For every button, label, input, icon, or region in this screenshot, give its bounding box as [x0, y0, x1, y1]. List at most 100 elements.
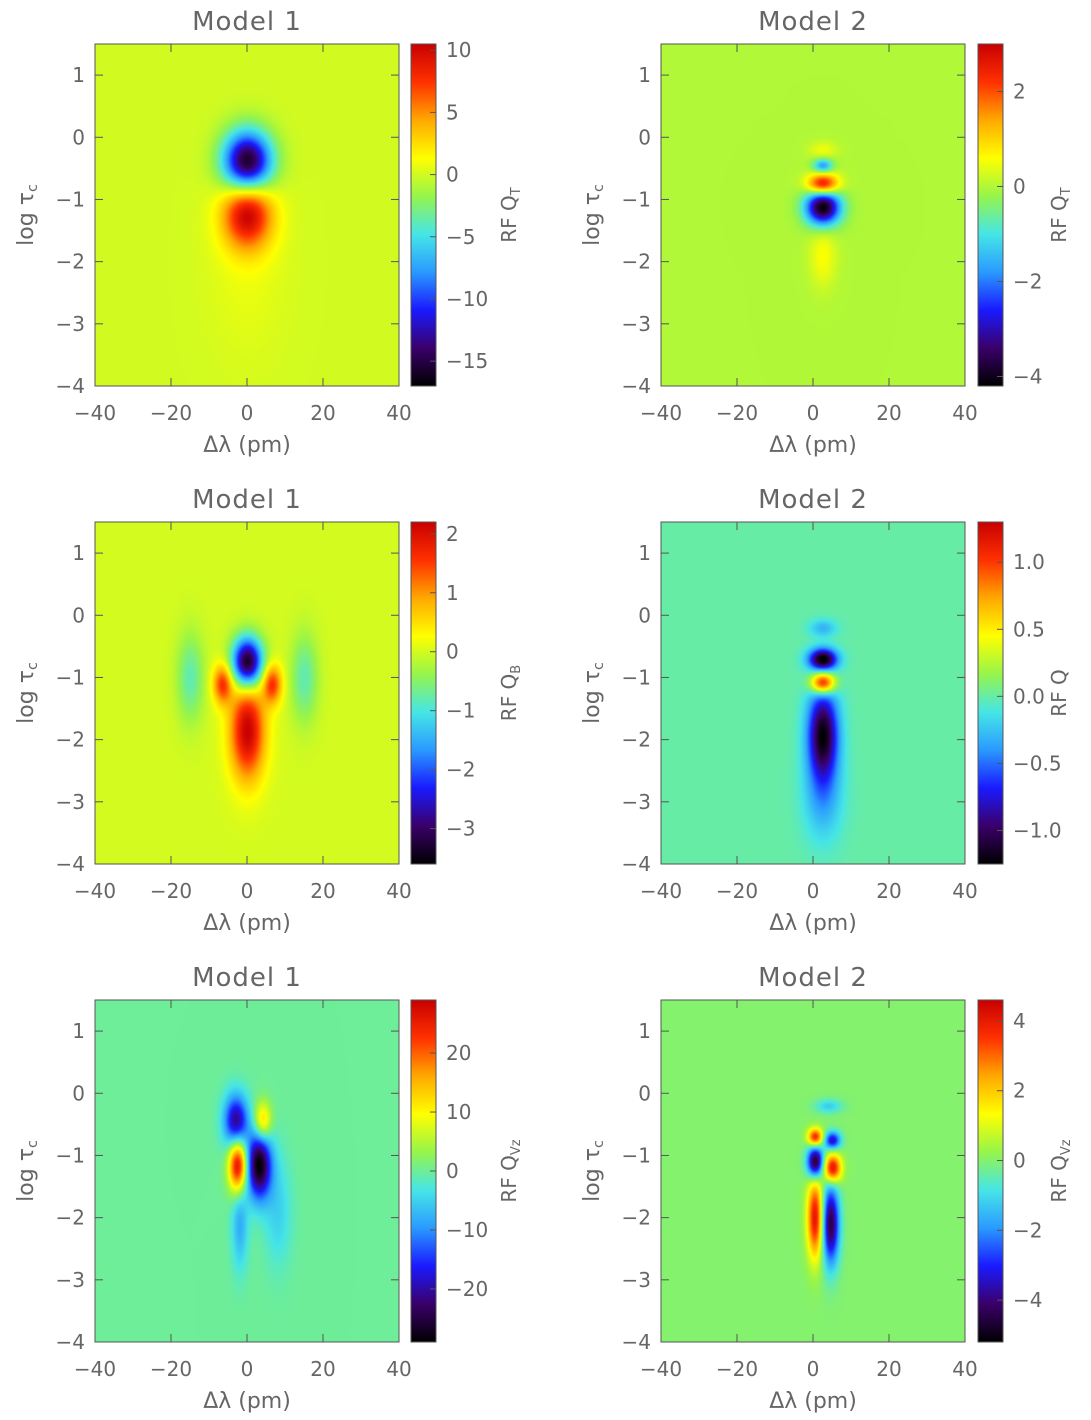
- colorbar-tick-label: 20: [446, 1041, 471, 1065]
- colorbar-tick-label: 1: [446, 581, 459, 605]
- colorbar-label: RF QT: [1047, 187, 1074, 243]
- y-axis-label: log τc: [14, 1140, 41, 1202]
- colorbar-tick-label: 1.0: [1013, 550, 1045, 574]
- y-tick-label: 1: [638, 541, 651, 565]
- y-tick-label: −2: [56, 1206, 85, 1230]
- x-tick-label: 0: [241, 1357, 254, 1381]
- x-tick-label: −40: [640, 401, 682, 425]
- colorbar-tick-label: −2: [446, 758, 475, 782]
- y-axis-label: log τc: [580, 184, 607, 246]
- y-tick-label: 0: [72, 603, 85, 627]
- x-tick-label: −20: [150, 1357, 192, 1381]
- y-tick-label: 0: [638, 125, 651, 149]
- y-tick-label: −3: [56, 1268, 85, 1292]
- colorbar: [410, 43, 437, 387]
- colorbar-tick-label: 0: [446, 640, 459, 664]
- colorbar: [977, 999, 1004, 1343]
- x-tick-label: −20: [716, 401, 758, 425]
- x-tick-label: 40: [952, 879, 977, 903]
- y-tick-label: −4: [56, 1330, 85, 1354]
- x-tick-label: 40: [952, 401, 977, 425]
- colorbar-tick-label: 0.5: [1013, 617, 1045, 641]
- y-tick-label: 0: [72, 125, 85, 149]
- y-tick-label: −3: [622, 312, 651, 336]
- colorbar-tick-label: 2: [446, 522, 459, 546]
- x-tick-label: 20: [310, 879, 335, 903]
- y-tick-label: 0: [638, 603, 651, 627]
- colorbar-label: RF QVz: [497, 1139, 524, 1202]
- y-tick-label: 0: [72, 1081, 85, 1105]
- x-tick-label: 0: [241, 879, 254, 903]
- panel-QB-model2: Model 2 −40 −20 0 20 40 1 0 −1 −2 −3 −4 Δλ (pm) log τ…: [580, 485, 1071, 936]
- colorbar-tick-label: −20: [446, 1277, 488, 1301]
- colorbar-tick-label: 2: [1013, 80, 1026, 104]
- panel-title: Model 2: [758, 485, 868, 515]
- y-tick-label: −4: [622, 374, 651, 398]
- x-tick-label: −40: [74, 401, 116, 425]
- colorbar-tick-label: −2: [1013, 1218, 1042, 1242]
- y-tick-label: −1: [56, 1143, 85, 1167]
- heatmap-image: [661, 1000, 965, 1342]
- x-tick-label: 40: [952, 1357, 977, 1381]
- panel-title: Model 1: [192, 7, 302, 37]
- colorbar: [977, 43, 1004, 387]
- y-tick-label: −3: [622, 1268, 651, 1292]
- y-tick-label: 1: [72, 541, 85, 565]
- y-tick-label: 1: [638, 1019, 651, 1043]
- colorbar-tick-label: −10: [446, 287, 488, 311]
- y-tick-label: 0: [638, 1081, 651, 1105]
- x-tick-label: −20: [716, 879, 758, 903]
- colorbar-label: RF QVz: [1047, 1139, 1074, 1202]
- colorbar-tick-label: 4: [1013, 1009, 1026, 1033]
- x-tick-label: 20: [310, 401, 335, 425]
- x-tick-label: 0: [241, 401, 254, 425]
- x-tick-label: −20: [716, 1357, 758, 1381]
- colorbar-tick-label: −15: [446, 349, 488, 373]
- panel-title: Model 1: [192, 963, 302, 993]
- x-tick-label: 20: [876, 879, 901, 903]
- y-tick-label: −1: [56, 665, 85, 689]
- panel-title: Model 2: [758, 7, 868, 37]
- x-tick-label: 40: [386, 401, 411, 425]
- colorbar-tick-label: 0.0: [1013, 684, 1045, 708]
- x-tick-label: −40: [74, 1357, 116, 1381]
- colorbar-tick-label: 0: [1013, 175, 1026, 199]
- y-tick-label: −1: [56, 187, 85, 211]
- heatmap-image: [95, 522, 399, 864]
- colorbar-label: RF QB: [497, 665, 524, 721]
- y-tick-label: 1: [72, 1019, 85, 1043]
- y-axis-label: log τc: [14, 184, 41, 246]
- y-tick-label: −1: [622, 665, 651, 689]
- y-tick-label: −2: [622, 728, 651, 752]
- heatmap-image: [661, 44, 965, 386]
- y-tick-label: −4: [56, 852, 85, 876]
- colorbar-tick-label: 10: [446, 38, 471, 62]
- y-tick-label: −2: [56, 250, 85, 274]
- heatmap-image: [661, 522, 965, 864]
- x-axis-label: Δλ (pm): [203, 911, 291, 936]
- x-tick-label: 0: [807, 879, 820, 903]
- x-tick-label: −40: [640, 1357, 682, 1381]
- y-axis-label: log τc: [580, 662, 607, 724]
- colorbar-label: RF Q: [1047, 669, 1071, 717]
- x-tick-label: −20: [150, 401, 192, 425]
- colorbar-label: RF QT: [497, 187, 524, 243]
- y-tick-label: −3: [56, 790, 85, 814]
- colorbar-tick-label: −1.0: [1013, 818, 1062, 842]
- colorbar-tick-label: −10: [446, 1218, 488, 1242]
- x-tick-label: 40: [386, 879, 411, 903]
- panel-title: Model 2: [758, 963, 868, 993]
- x-tick-label: 20: [876, 1357, 901, 1381]
- y-tick-label: −2: [622, 250, 651, 274]
- y-tick-label: −3: [56, 312, 85, 336]
- colorbar-tick-label: −1: [446, 699, 475, 723]
- colorbar-tick-label: −5: [446, 225, 475, 249]
- x-axis-label: Δλ (pm): [769, 911, 857, 936]
- y-axis-label: log τc: [14, 662, 41, 724]
- x-axis-label: Δλ (pm): [203, 1389, 291, 1414]
